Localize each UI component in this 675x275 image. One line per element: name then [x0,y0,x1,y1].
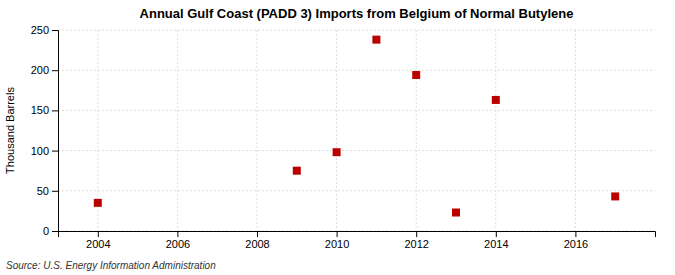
x-grid-line [575,30,576,231]
plot: 2004 2006 2008 2010 2012 2014 2016 0 50 100 150 200… [31,24,656,250]
x-grid-line [177,30,178,231]
y-axis-title: Thousand Barrels [4,87,16,174]
point [94,199,102,207]
x-tick-mark [575,231,576,237]
y-grid-line [58,70,655,71]
x-tick-mark [337,231,338,237]
y-tick-label: 250 [31,24,49,36]
y-tick: 200 [31,64,58,76]
x-axis-line [59,232,656,238]
point [293,167,301,175]
y-tick: 50 [37,185,58,197]
x-axis: 2004 2006 2008 2010 2012 2014 2016 [59,231,656,250]
x-tick: 2012 [404,231,428,250]
x-tick: 2010 [325,231,349,250]
y-axis-line [52,31,59,232]
x-grid-line [336,30,337,231]
x-tick: 2008 [245,231,269,250]
y-tick-label: 200 [31,64,49,76]
y-axis: 0 50 100 150 200 250 [31,24,59,237]
y-grid-line [58,30,655,31]
x-tick-label: 2006 [166,238,190,250]
y-tick-label: 0 [43,225,49,237]
y-grid-line [58,150,655,151]
y-tick-label: 150 [31,104,49,116]
point [611,192,619,200]
y-tick-label: 100 [31,145,49,157]
point [492,96,500,104]
y-tick-label: 50 [37,185,49,197]
x-tick-label: 2014 [484,238,508,250]
points [94,36,619,217]
y-grid-line [58,190,655,191]
point [412,71,420,79]
y-grid-line [58,110,655,111]
x-tick: 2006 [166,231,190,250]
grid [58,30,655,231]
point [333,148,341,156]
x-tick-mark [177,231,178,237]
y-tick-mark [52,110,58,111]
y-tick: 100 [31,145,58,157]
x-tick: 2004 [86,231,110,250]
x-tick-mark [98,231,99,237]
y-tick-mark [52,70,58,71]
x-tick-label: 2004 [86,238,110,250]
y-tick: 0 [43,225,58,237]
title: Annual Gulf Coast (PADD 3) Imports from … [140,6,574,21]
x-grid-line [495,30,496,231]
x-tick: 2014 [484,231,508,250]
x-tick-label: 2008 [245,238,269,250]
chart: 2004 2006 2008 2010 2012 2014 2016 0 50 100 150 200… [0,0,675,275]
y-tick-mark [52,30,58,31]
y-tick-mark [52,231,58,232]
x-tick-mark [416,231,417,237]
y-tick: 250 [31,24,58,36]
point [372,36,380,44]
x-grid-line [416,30,417,231]
y-tick: 150 [31,104,58,116]
x-tick-mark [496,231,497,237]
x-tick-label: 2016 [564,238,588,250]
x-tick-label: 2010 [325,238,349,250]
source-note: Source: U.S. Energy Information Administ… [6,260,216,271]
y-tick-mark [52,191,58,192]
x-tick-mark [257,231,258,237]
y-tick-mark [52,151,58,152]
x-tick: 2016 [564,231,588,250]
x-grid-line [257,30,258,231]
x-tick-label: 2012 [404,238,428,250]
point [452,209,460,217]
